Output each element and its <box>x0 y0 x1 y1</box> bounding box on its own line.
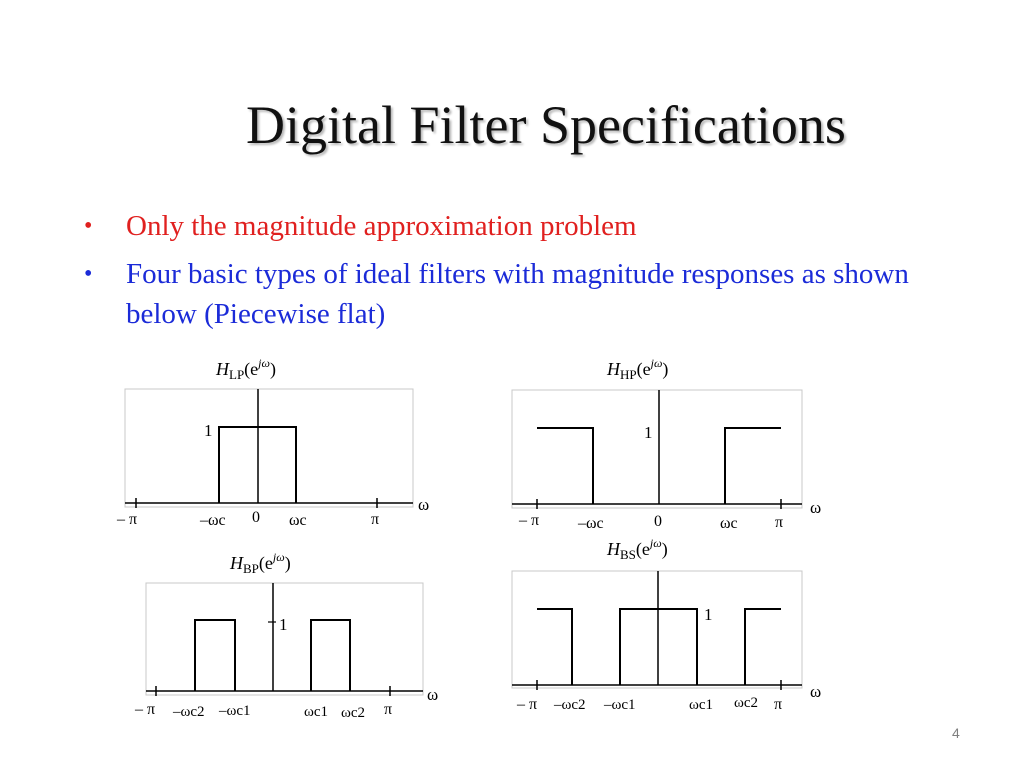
bandpass-plot: HBP(ejω) 1 ω – π –ωc2 –ωc1 ωc1 ωc2 π <box>134 550 438 721</box>
lowpass-tick-label: –ωc <box>199 512 226 529</box>
lowpass-frame <box>124 388 414 508</box>
bullet-item: • Only the magnitude approximation probl… <box>84 206 964 246</box>
highpass-plot: HHP(ejω) 1 ω – π –ωc 0 ωc π <box>511 356 821 532</box>
bandstop-tick-label: ωc1 <box>689 697 713 713</box>
bandpass-y-label: HBP(ejω) <box>229 550 291 576</box>
bullet-text: Four basic types of ideal filters with m… <box>126 258 909 330</box>
bandstop-plot: HBS(ejω) 1 ω – π –ωc2 –ωc1 ωc1 ωc2 π <box>511 536 821 713</box>
bandpass-tick-label: ωc1 <box>304 704 328 720</box>
bandpass-response-right <box>310 619 351 691</box>
bandstop-tick-label: – π <box>516 696 537 713</box>
bandstop-frame <box>511 570 803 689</box>
lowpass-tick-label: ωc <box>289 512 307 529</box>
highpass-response-left <box>537 427 594 504</box>
bandstop-response-left <box>537 608 573 685</box>
bandpass-response-left <box>194 619 236 691</box>
bandpass-tick-label: – π <box>134 701 155 718</box>
highpass-response-right <box>724 427 781 504</box>
bullet-dot-icon: • <box>84 261 93 287</box>
bandpass-frame <box>145 582 424 696</box>
highpass-amplitude-label: 1 <box>644 423 653 442</box>
bandstop-tick-label: ωc2 <box>734 695 758 711</box>
highpass-omega-label: ω <box>810 498 821 517</box>
lowpass-tick-label: π <box>371 511 379 528</box>
lowpass-response <box>218 426 297 503</box>
bandpass-omega-label: ω <box>427 685 438 704</box>
bandpass-tick-label: ωc2 <box>341 705 365 721</box>
slide-title: Digital Filter Specifications <box>246 95 846 155</box>
highpass-tick-label: – π <box>518 512 539 529</box>
bandstop-response-right <box>744 608 781 685</box>
bandpass-tick-label: –ωc1 <box>218 703 251 719</box>
bullet-text: Only the magnitude approximation problem <box>126 210 637 242</box>
bandstop-tick-label: –ωc2 <box>553 697 586 713</box>
highpass-tick-label: π <box>775 514 783 531</box>
bandpass-tick-label: π <box>384 701 392 718</box>
lowpass-tick-label: – π <box>116 511 137 528</box>
lowpass-plot: HLP(ejω) 1 ω – π –ωc 0 ωc π <box>116 356 429 529</box>
lowpass-y-label: HLP(ejω) <box>215 356 276 382</box>
highpass-y-label: HHP(ejω) <box>606 356 668 382</box>
bandstop-y-label: HBS(ejω) <box>606 536 668 562</box>
page-number: 4 <box>952 725 960 741</box>
bullet-item: • Four basic types of ideal filters with… <box>84 254 964 334</box>
bandstop-tick-label: π <box>774 696 782 713</box>
lowpass-tick-label: 0 <box>252 509 260 526</box>
bandstop-amplitude-label: 1 <box>704 605 713 624</box>
highpass-tick-label: ωc <box>720 515 738 532</box>
bandstop-tick-label: –ωc1 <box>603 697 636 713</box>
bullet-dot-icon: • <box>84 213 93 239</box>
bullet-list: • Only the magnitude approximation probl… <box>84 206 964 334</box>
bandpass-amplitude-label: 1 <box>279 615 288 634</box>
highpass-tick-label: 0 <box>654 513 662 530</box>
bandstop-omega-label: ω <box>810 682 821 701</box>
lowpass-amplitude-label: 1 <box>204 421 213 440</box>
lowpass-omega-label: ω <box>418 495 429 514</box>
highpass-frame <box>511 389 803 509</box>
bandstop-response-center <box>619 608 698 685</box>
bandpass-tick-label: –ωc2 <box>172 704 205 720</box>
highpass-tick-label: –ωc <box>577 515 604 532</box>
